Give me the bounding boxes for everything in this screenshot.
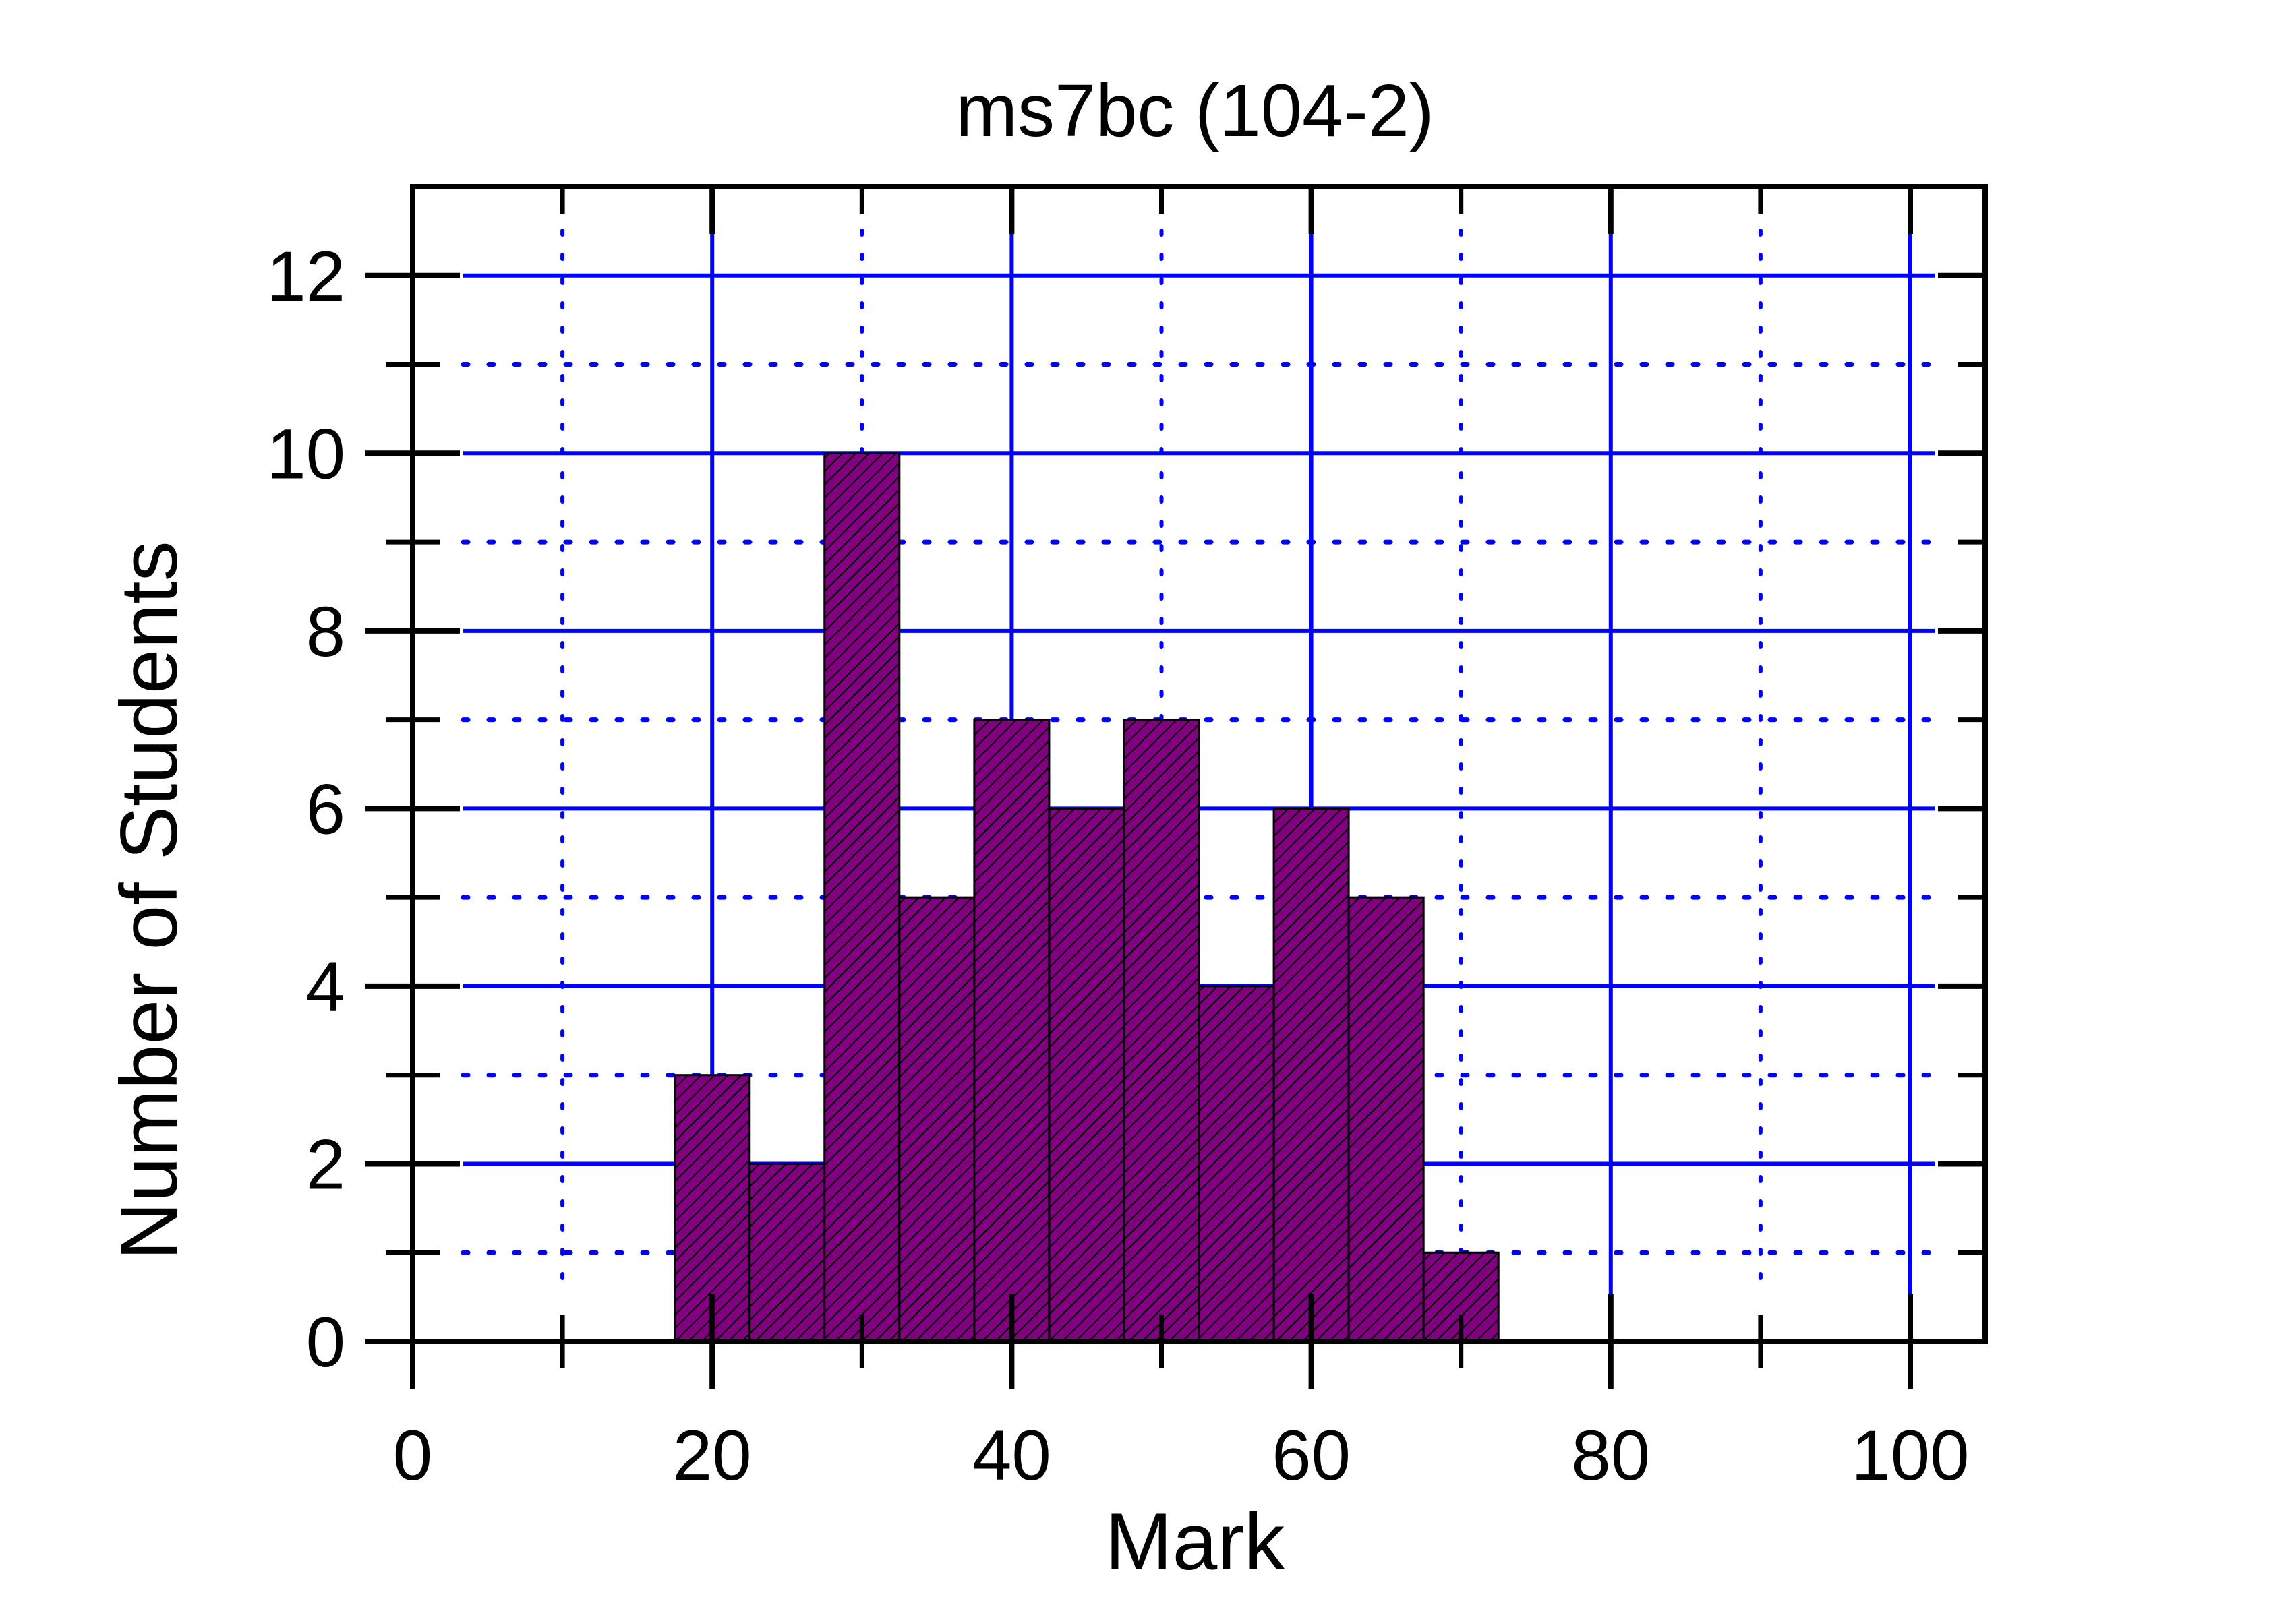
- x-tick-label: 100: [1851, 1416, 1969, 1495]
- x-axis-label: Mark: [1105, 1497, 1286, 1587]
- histogram-bar: [1198, 985, 1275, 1343]
- x-tick-labels: 0 20 40 60 80 100: [393, 1416, 1970, 1495]
- chart-title: ms7bc (104-2): [955, 69, 1434, 152]
- y-tick-label: 10: [266, 415, 345, 493]
- y-tick-label: 4: [306, 948, 345, 1027]
- histogram-bar: [1048, 807, 1125, 1343]
- y-tick-label: 8: [306, 593, 345, 671]
- histogram-bar: [823, 452, 901, 1343]
- plot-frame: [365, 184, 1988, 1389]
- y-tick-label: 6: [306, 770, 345, 849]
- x-tick-label: 20: [673, 1416, 752, 1495]
- x-tick-label: 80: [1571, 1416, 1650, 1495]
- histogram-bar: [898, 896, 976, 1343]
- histogram-bar: [1123, 719, 1200, 1343]
- y-axis-label: Number of Students: [104, 541, 194, 1260]
- histogram-bar: [1272, 807, 1350, 1343]
- histogram-bar: [973, 719, 1051, 1343]
- y-tick-labels: 0 2 4 6 8 10 12: [266, 237, 345, 1382]
- x-tick-label: 60: [1272, 1416, 1351, 1495]
- histogram-bars: [674, 452, 1500, 1343]
- y-tick-label: 0: [306, 1303, 345, 1382]
- plot-border: [410, 184, 1988, 1344]
- x-tick-label: 0: [393, 1416, 432, 1495]
- histogram-bar: [1347, 896, 1425, 1343]
- y-tick-label: 12: [266, 237, 345, 316]
- x-tick-label: 40: [972, 1416, 1051, 1495]
- y-tick-label: 2: [306, 1125, 345, 1204]
- histogram-bar: [748, 1162, 826, 1343]
